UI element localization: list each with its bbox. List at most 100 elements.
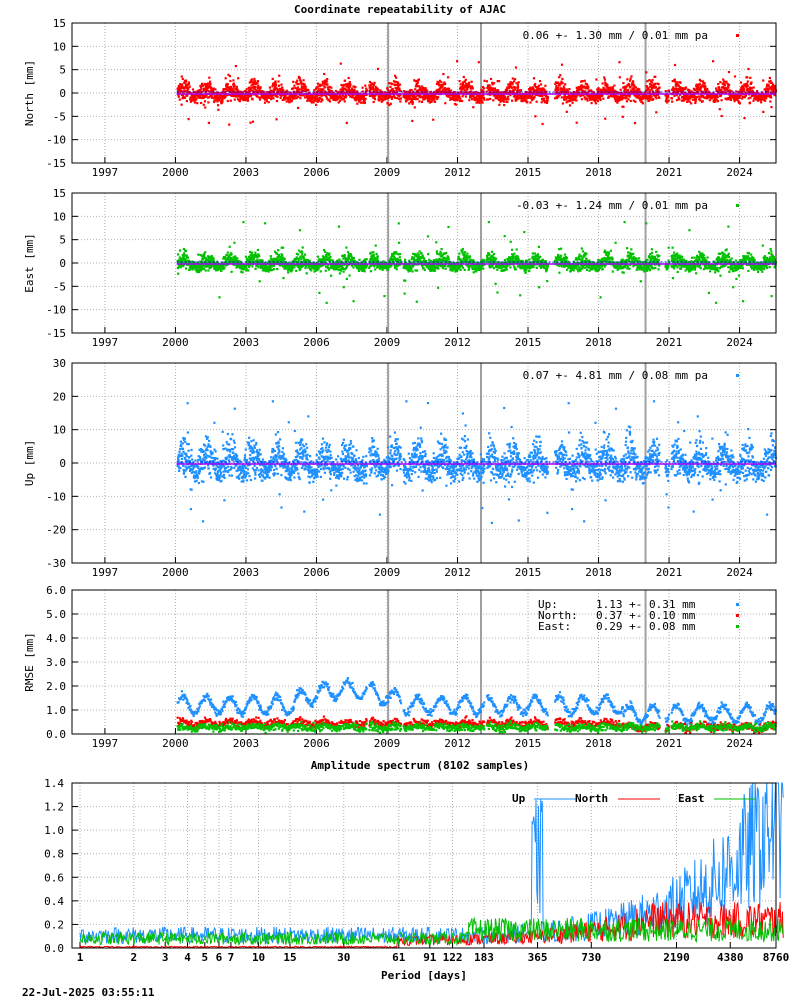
north-point bbox=[606, 84, 609, 87]
east-point bbox=[404, 258, 407, 261]
east-point bbox=[186, 263, 189, 266]
east-point bbox=[336, 259, 339, 262]
north-point bbox=[399, 100, 402, 103]
east-point bbox=[306, 258, 309, 262]
north-point bbox=[365, 93, 368, 96]
north-point bbox=[346, 89, 349, 92]
east-point bbox=[416, 257, 419, 260]
east-point bbox=[245, 268, 248, 271]
north-point bbox=[255, 89, 258, 92]
north-point bbox=[644, 95, 647, 98]
east-point bbox=[200, 254, 203, 257]
north-point bbox=[556, 91, 559, 95]
east-point bbox=[281, 265, 284, 268]
north-point bbox=[593, 100, 597, 103]
north-point bbox=[764, 89, 767, 92]
north-point bbox=[587, 85, 590, 88]
east-point bbox=[316, 255, 320, 258]
north-point bbox=[418, 95, 421, 99]
north-point bbox=[700, 86, 703, 89]
north-point bbox=[271, 85, 274, 88]
north-point bbox=[772, 90, 775, 93]
east-point bbox=[247, 265, 250, 269]
east-point bbox=[255, 265, 258, 268]
north-point bbox=[609, 89, 612, 92]
north-point bbox=[302, 79, 305, 82]
north-point bbox=[390, 97, 393, 100]
north-point bbox=[441, 84, 444, 87]
north-point bbox=[181, 86, 184, 89]
north-point bbox=[437, 96, 440, 99]
north-point bbox=[768, 76, 771, 80]
north-point bbox=[739, 81, 743, 84]
north-point bbox=[541, 89, 544, 92]
east-point bbox=[411, 270, 414, 273]
east-point bbox=[215, 262, 218, 265]
east-point bbox=[308, 259, 311, 262]
north-point bbox=[391, 88, 394, 91]
north-point bbox=[454, 91, 457, 94]
north-point bbox=[604, 88, 607, 91]
north-point bbox=[306, 99, 309, 102]
north-point bbox=[569, 97, 572, 100]
north-point bbox=[622, 82, 625, 85]
east-point bbox=[268, 259, 271, 262]
north-point bbox=[489, 77, 493, 81]
north-point bbox=[515, 99, 518, 102]
north-point bbox=[236, 95, 239, 98]
y-tick-label: 5 bbox=[59, 64, 66, 77]
north-point bbox=[208, 85, 211, 88]
north-point bbox=[285, 100, 288, 103]
north-point bbox=[502, 98, 505, 101]
north-point bbox=[276, 88, 279, 91]
north-point bbox=[438, 79, 442, 82]
north-point bbox=[601, 94, 604, 97]
north-point bbox=[493, 82, 496, 85]
east-point bbox=[368, 265, 371, 268]
north-point bbox=[434, 93, 437, 96]
north-point bbox=[555, 90, 558, 93]
north-point bbox=[629, 77, 632, 80]
north-point bbox=[362, 95, 365, 98]
north-point bbox=[724, 91, 728, 94]
north-point bbox=[424, 97, 427, 100]
east-point bbox=[237, 265, 240, 268]
east-point bbox=[184, 261, 187, 264]
north-point bbox=[327, 98, 331, 101]
north-point bbox=[468, 99, 471, 102]
east-point bbox=[268, 264, 271, 267]
north-point bbox=[477, 98, 480, 101]
north-point bbox=[488, 84, 491, 87]
east-point bbox=[267, 267, 270, 270]
north-point bbox=[396, 97, 399, 100]
north-point bbox=[680, 99, 683, 102]
north-point bbox=[769, 94, 772, 97]
east-point bbox=[250, 253, 253, 256]
north-point bbox=[346, 82, 350, 85]
east-point bbox=[322, 258, 325, 261]
north-point bbox=[209, 80, 212, 83]
north-point bbox=[359, 98, 362, 101]
x-tick-label: 2006 bbox=[303, 336, 330, 349]
east-point bbox=[276, 257, 279, 260]
north-point bbox=[395, 88, 398, 91]
north-point bbox=[565, 88, 569, 91]
east-point bbox=[390, 256, 393, 259]
north-point bbox=[532, 97, 535, 100]
north-point bbox=[633, 84, 636, 87]
north-point bbox=[529, 89, 532, 92]
east-point bbox=[374, 244, 377, 247]
east-point bbox=[431, 265, 434, 268]
north-point bbox=[636, 87, 639, 90]
y-tick-label: 15 bbox=[53, 187, 66, 200]
east-point bbox=[297, 259, 300, 262]
north-point bbox=[234, 65, 237, 68]
north-point bbox=[180, 103, 183, 106]
east-point bbox=[348, 274, 351, 277]
north-point bbox=[180, 75, 183, 78]
north-point bbox=[465, 85, 468, 88]
north-point bbox=[322, 88, 325, 91]
east-point bbox=[369, 270, 372, 273]
north-point bbox=[573, 98, 576, 102]
east-point bbox=[312, 267, 316, 270]
